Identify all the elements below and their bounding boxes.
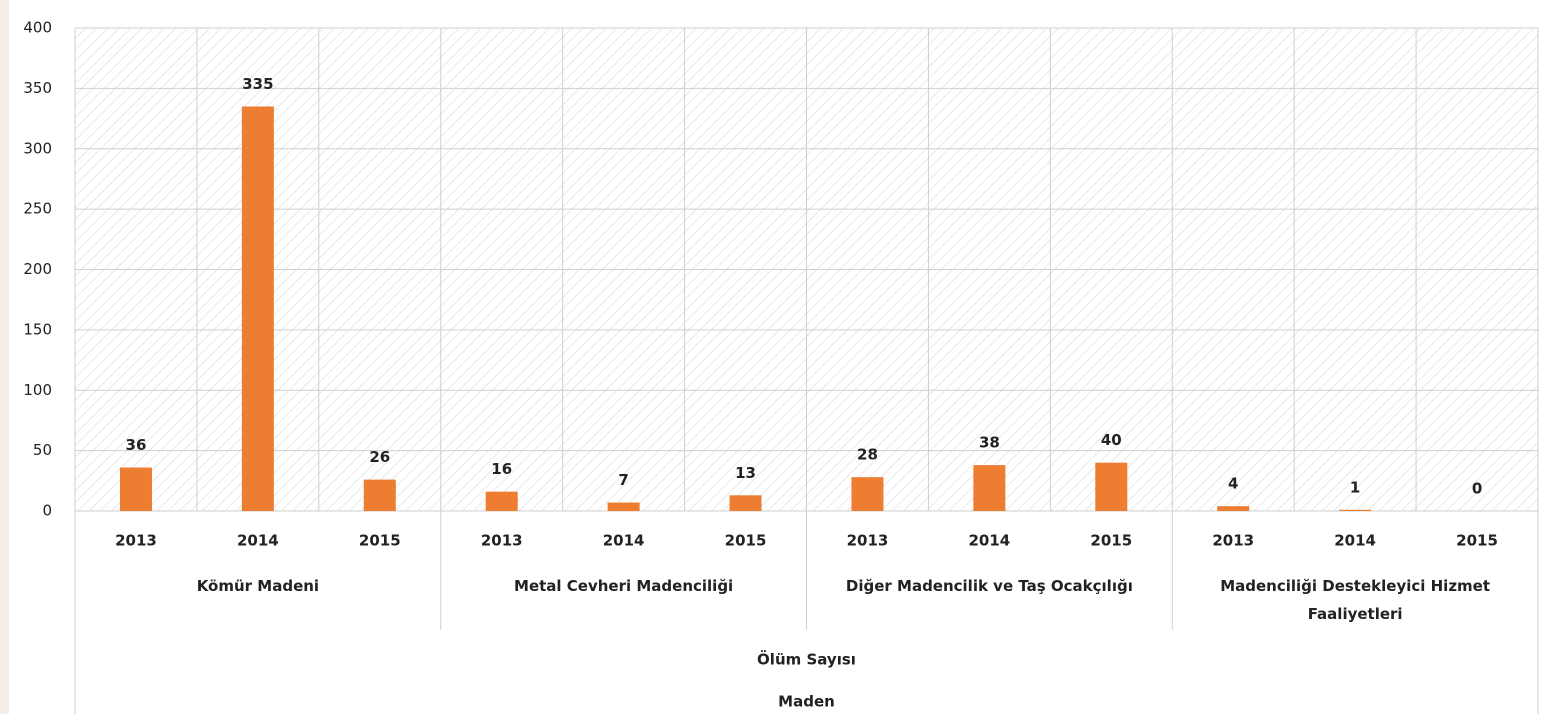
bar [485, 491, 518, 511]
bar [1217, 506, 1250, 511]
outer-category-label: Ölüm Sayısı [757, 650, 856, 669]
group-label: Madenciliği Destekleyici Hizmet Faaliyet… [1220, 577, 1491, 623]
y-tick-label: 100 [23, 381, 52, 399]
x-tick-label: 2015 [1090, 532, 1132, 550]
x-tick-label: 2014 [603, 532, 645, 550]
bar [607, 502, 640, 511]
data-label: 26 [369, 448, 390, 466]
bar [1095, 462, 1128, 511]
bar [729, 495, 762, 511]
x-tick-label: 2014 [1334, 532, 1376, 550]
bar [973, 465, 1006, 511]
data-label: 13 [735, 464, 756, 482]
y-tick-label: 50 [33, 441, 52, 459]
x-tick-label: 2015 [1456, 532, 1498, 550]
x-axis-title: Maden [778, 693, 835, 711]
data-label: 38 [979, 434, 1000, 452]
y-tick-label: 250 [23, 200, 52, 218]
bar [363, 479, 396, 511]
x-tick-label: 2013 [115, 532, 157, 550]
data-label: 16 [491, 460, 512, 478]
y-tick-label: 300 [23, 139, 52, 157]
data-label: 0 [1472, 480, 1482, 498]
x-tick-label: 2015 [725, 532, 767, 550]
x-tick-label: 2015 [359, 532, 401, 550]
group-label: Metal Cevheri Madenciliği [514, 577, 734, 595]
y-tick-label: 200 [23, 260, 52, 278]
y-tick-label: 0 [42, 502, 52, 520]
x-tick-label: 2013 [847, 532, 889, 550]
bar [119, 467, 152, 511]
data-label: 1 [1350, 478, 1360, 496]
x-tick-label: 2014 [969, 532, 1011, 550]
data-label: 36 [126, 436, 147, 454]
x-tick-label: 2014 [237, 532, 279, 550]
group-label: Diğer Madencilik ve Taş Ocakçılığı [845, 577, 1133, 595]
left-strip [0, 0, 9, 714]
group-label: Kömür Madeni [196, 577, 320, 595]
y-tick-label: 350 [23, 79, 52, 97]
bar [241, 106, 274, 512]
data-label: 28 [857, 446, 878, 464]
x-tick-label: 2013 [481, 532, 523, 550]
data-label: 7 [618, 471, 628, 489]
y-tick-label: 150 [23, 320, 52, 338]
bar [851, 477, 884, 511]
data-label: 4 [1228, 475, 1238, 493]
y-tick-label: 400 [23, 19, 52, 37]
x-tick-label: 2013 [1212, 532, 1254, 550]
data-label: 335 [242, 75, 273, 93]
bar [1339, 509, 1372, 511]
data-label: 40 [1101, 431, 1122, 449]
